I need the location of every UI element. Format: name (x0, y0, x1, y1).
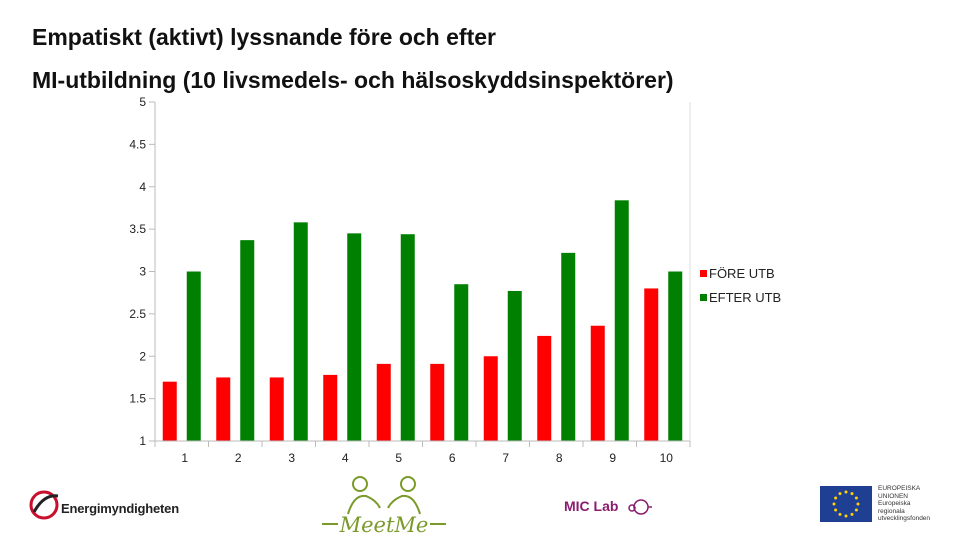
bar-fore-utb (590, 325, 605, 441)
x-tick-label: 10 (660, 451, 674, 465)
energimyndigheten-emblem-icon (29, 490, 59, 520)
meetme-wordmark: MeetMe (339, 513, 429, 536)
x-tick-label: 1 (181, 451, 188, 465)
y-tick-label: 4 (139, 180, 146, 194)
legend-label: EFTER UTB (709, 290, 781, 305)
bar-fore-utb (162, 381, 177, 441)
miclab-name: MIC Lab (564, 498, 619, 514)
eu-star (834, 508, 838, 512)
eu-star (850, 512, 854, 516)
x-tick-label: 3 (288, 451, 295, 465)
x-tick-label: 2 (235, 451, 242, 465)
chart-title-line-1: Empatiskt (aktivt) lyssnande före och ef… (32, 24, 496, 50)
miclab-rings-icon (628, 499, 652, 515)
x-tick-label: 9 (609, 451, 616, 465)
y-tick-label: 4.5 (129, 137, 146, 151)
y-tick-label: 2.5 (129, 307, 146, 321)
bar-fore-utb (430, 363, 445, 441)
bar-efter-utb (186, 271, 201, 441)
y-tick-label: 1 (139, 434, 146, 448)
bar-efter-utb (614, 200, 629, 441)
eu-star (854, 508, 858, 512)
x-axis-ticks: 1 2 3 4 5 6 7 8 9 10 (154, 441, 691, 465)
legend-swatch (700, 294, 707, 301)
bar-efter-utb (454, 284, 469, 441)
legend-swatch (700, 270, 707, 277)
eu-stars-icon (832, 490, 860, 518)
bar-fore-utb (644, 288, 659, 441)
y-axis-ticks: 5 4.5 4 3.5 3 2.5 2 1.5 1 (129, 95, 155, 448)
eu-text-line: Europeiska (878, 500, 911, 508)
eu-star (834, 496, 838, 500)
x-tick-label: 6 (449, 451, 456, 465)
miclab-logo: MIC Lab (562, 494, 662, 520)
legend: FÖRE UTB EFTER UTB (700, 266, 781, 305)
eu-flag-icon (820, 486, 872, 522)
eu-star (854, 496, 858, 500)
eu-text-line: utvecklingsfonden (878, 515, 931, 523)
bar-efter-utb (507, 290, 522, 441)
bars (162, 200, 683, 441)
y-tick-label: 1.5 (129, 392, 146, 406)
energimyndigheten-name: Energimyndigheten (61, 501, 179, 516)
eu-logo: EUROPEISKA UNIONEN Europeiska regionala … (818, 484, 958, 526)
eu-text-line: regionala (878, 507, 905, 515)
bar-fore-utb (269, 377, 284, 441)
legend-label: FÖRE UTB (709, 266, 775, 281)
energimyndigheten-logo: Energimyndigheten (28, 486, 179, 530)
eu-star (844, 514, 848, 518)
bar-fore-utb (323, 374, 338, 441)
eu-text-line: UNIONEN (878, 492, 908, 500)
bar-efter-utb (668, 271, 683, 441)
y-tick-label: 3.5 (129, 222, 146, 236)
eu-star (856, 502, 860, 506)
eu-star (838, 512, 842, 516)
bar-fore-utb (483, 356, 498, 441)
x-tick-label: 4 (342, 451, 349, 465)
bar-fore-utb (376, 363, 391, 441)
y-tick-label: 5 (139, 95, 146, 109)
meetme-logo: MeetMe (318, 474, 450, 537)
y-tick-label: 2 (139, 349, 146, 363)
bar-fore-utb (216, 377, 231, 441)
eu-star (838, 492, 842, 496)
chart-title-line-2: MI-utbildning (10 livsmedels- och hälsos… (32, 67, 674, 93)
bar-efter-utb (561, 252, 576, 441)
eu-star (850, 492, 854, 496)
bar-efter-utb (293, 222, 308, 441)
bar-efter-utb (240, 240, 255, 441)
eu-star (844, 490, 848, 494)
x-tick-label: 8 (556, 451, 563, 465)
eu-text-line: EUROPEISKA (878, 485, 921, 492)
bar-efter-utb (347, 233, 362, 441)
y-tick-label: 3 (139, 265, 146, 279)
x-tick-label: 7 (502, 451, 509, 465)
bar-fore-utb (537, 335, 552, 441)
eu-star (832, 502, 836, 506)
meetme-figures-icon: MeetMe (322, 476, 446, 537)
eu-text: EUROPEISKA UNIONEN Europeiska regionala … (878, 485, 958, 523)
bar-efter-utb (400, 234, 415, 441)
x-tick-label: 5 (395, 451, 402, 465)
